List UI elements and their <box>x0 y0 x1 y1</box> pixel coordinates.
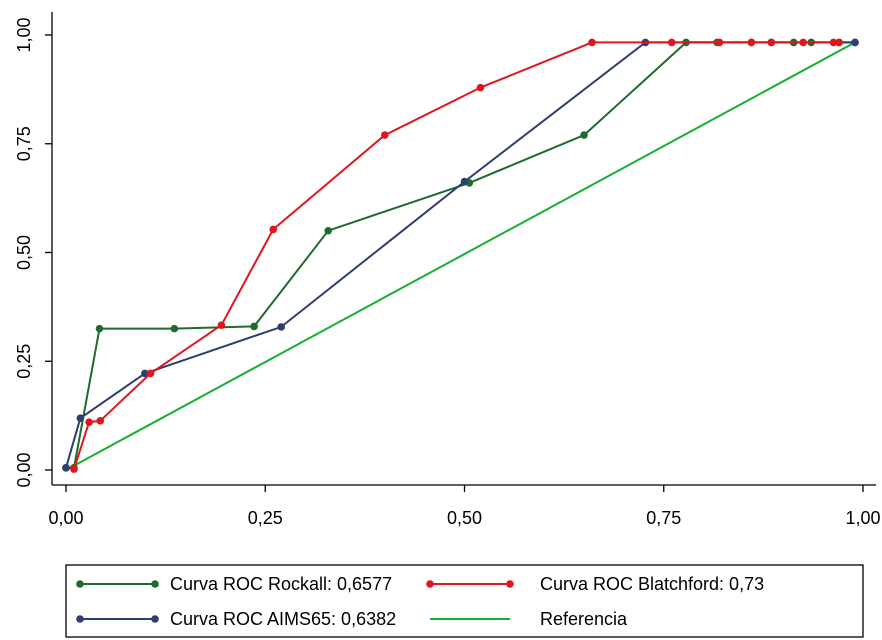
data-point <box>747 38 756 47</box>
y-tick-label: 0,25 <box>14 344 34 379</box>
data-point <box>62 464 70 472</box>
data-point <box>269 225 278 234</box>
data-point <box>381 131 389 139</box>
x-tick-label: 0,25 <box>248 508 283 528</box>
data-point <box>476 83 485 92</box>
data-point <box>460 177 469 186</box>
data-point <box>715 38 724 47</box>
plot-area <box>62 38 859 473</box>
x-tick-label: 0,50 <box>447 508 482 528</box>
legend-label: Curva ROC Blatchford: 0,73 <box>540 574 764 594</box>
axes: 0,00 0,25 0,50 0,75 1,00 0,00 0,25 0,50 0,75 1,00 <box>14 12 881 528</box>
y-tick-label: 0,50 <box>14 235 34 270</box>
data-point <box>141 369 149 378</box>
data-point <box>96 417 105 425</box>
series-3 <box>65 41 856 471</box>
data-point <box>667 38 676 47</box>
data-point <box>277 323 285 331</box>
data-point <box>767 38 776 47</box>
series-line <box>73 41 840 470</box>
x-tick-label: 0,75 <box>646 508 681 528</box>
data-point <box>324 226 333 235</box>
legend-label: Referencia <box>540 609 628 629</box>
data-point <box>250 322 258 331</box>
data-point <box>217 321 226 329</box>
legend-marker <box>426 580 434 588</box>
x-tick-label: 1,00 <box>845 508 880 528</box>
legend-marker <box>76 615 84 623</box>
legend: Curva ROC Rockall: 0,6577 Curva ROC Blatc… <box>65 564 864 638</box>
x-tick-label: 0,00 <box>48 508 83 528</box>
data-point <box>799 38 808 47</box>
data-point <box>829 38 838 47</box>
data-point <box>95 324 104 333</box>
y-tick-label: 0,75 <box>14 126 34 161</box>
y-tick-label: 1,00 <box>14 17 34 52</box>
legend-marker <box>151 580 159 588</box>
legend-label: Curva ROC Rockall: 0,6577 <box>170 574 392 594</box>
data-point <box>146 369 155 378</box>
legend-label: Curva ROC AIMS65: 0,6382 <box>170 609 396 629</box>
legend-marker <box>506 580 514 588</box>
data-point <box>170 324 179 333</box>
data-point <box>76 414 85 423</box>
y-tick-label: 0,00 <box>14 452 34 487</box>
data-point <box>588 38 596 47</box>
legend-marker <box>151 615 159 623</box>
legend-box <box>65 564 864 638</box>
series-line <box>65 41 856 471</box>
legend-marker <box>76 580 84 588</box>
data-point <box>580 131 588 139</box>
data-point <box>851 38 859 47</box>
data-point <box>835 38 843 47</box>
data-point <box>70 465 78 473</box>
data-point <box>85 418 93 426</box>
series-1 <box>70 38 843 473</box>
